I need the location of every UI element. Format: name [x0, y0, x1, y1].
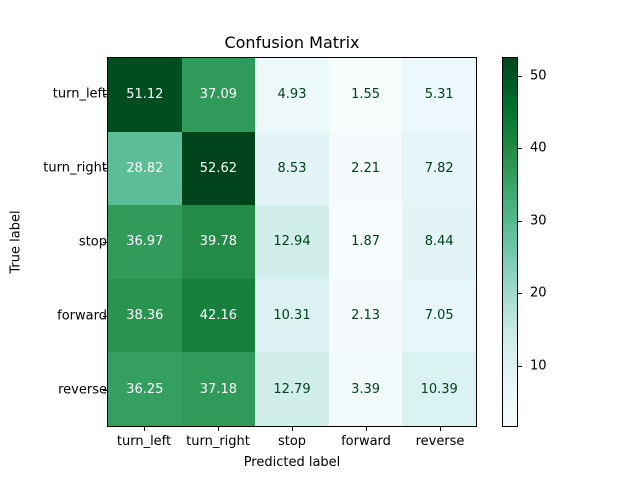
y-axis-label: True label	[8, 210, 24, 274]
matrix-cell: 37.09	[181, 58, 256, 132]
chart-title: Confusion Matrix	[224, 33, 360, 52]
matrix-cell: 5.31	[402, 58, 476, 132]
y-tick-mark	[103, 168, 107, 169]
matrix-cell: 37.18	[181, 352, 256, 426]
x-tick-mark	[366, 427, 367, 431]
matrix-cell: 10.31	[255, 278, 329, 353]
x-tick-mark	[218, 427, 219, 431]
matrix-cell: 10.39	[402, 352, 476, 426]
colorbar-tick-label: 40	[530, 140, 547, 156]
matrix-cell: 36.25	[108, 352, 182, 426]
matrix-cell: 4.93	[255, 58, 329, 132]
matrix-cell: 1.87	[328, 205, 403, 279]
matrix-cell: 51.12	[108, 58, 182, 132]
x-tick-mark	[292, 427, 293, 431]
matrix-cell: 8.53	[255, 131, 329, 206]
matrix-cell: 7.05	[402, 278, 476, 353]
matrix-cell: 7.82	[402, 131, 476, 206]
y-tick-label: reverse	[58, 382, 107, 398]
y-tick-label: turn_left	[52, 86, 107, 102]
matrix-cell: 39.78	[181, 205, 256, 279]
x-axis-label: Predicted label	[243, 455, 341, 470]
matrix-cell: 12.94	[255, 205, 329, 279]
colorbar-tick-mark	[518, 365, 522, 367]
x-tick-label: turn_left	[116, 434, 172, 449]
colorbar-tick-label: 20	[530, 285, 547, 301]
y-tick-label: forward	[57, 308, 107, 324]
colorbar-tick-mark	[518, 293, 522, 295]
y-tick-mark	[103, 316, 107, 317]
matrix-cell: 3.39	[328, 352, 403, 426]
matrix-cell: 38.36	[108, 278, 182, 353]
colorbar-tick-label: 10	[530, 358, 547, 374]
x-tick-mark	[144, 427, 145, 431]
matrix-cell: 36.97	[108, 205, 182, 279]
colorbar	[502, 57, 518, 427]
matrix-cell: 42.16	[181, 278, 256, 353]
matrix-cell: 52.62	[181, 131, 256, 206]
matrix-cell: 2.21	[328, 131, 403, 206]
y-tick-label: turn_right	[43, 160, 107, 176]
colorbar-tick-label: 30	[530, 213, 547, 229]
colorbar-tick-mark	[518, 148, 522, 150]
y-tick-mark	[103, 242, 107, 243]
matrix-cell: 1.55	[328, 58, 403, 132]
matrix-cell: 28.82	[108, 131, 182, 206]
colorbar-tick-mark	[518, 220, 522, 222]
x-tick-label: turn_right	[186, 434, 250, 449]
colorbar-tick-mark	[518, 75, 522, 77]
matrix-cell: 12.79	[255, 352, 329, 426]
y-tick-mark	[103, 94, 107, 95]
colorbar-tick-label: 50	[530, 68, 547, 84]
x-tick-label: stop	[277, 434, 307, 449]
y-tick-label: stop	[78, 234, 107, 250]
x-tick-label: forward	[341, 434, 391, 449]
confusion-matrix-grid: 51.12 37.09 4.93 1.55 5.31 28.82 52.62 8.53 2.21…	[107, 57, 477, 427]
x-tick-label: reverse	[415, 434, 465, 449]
matrix-cell: 8.44	[402, 205, 476, 279]
x-tick-mark	[440, 427, 441, 431]
matrix-cell: 2.13	[328, 278, 403, 353]
y-tick-mark	[103, 390, 107, 391]
